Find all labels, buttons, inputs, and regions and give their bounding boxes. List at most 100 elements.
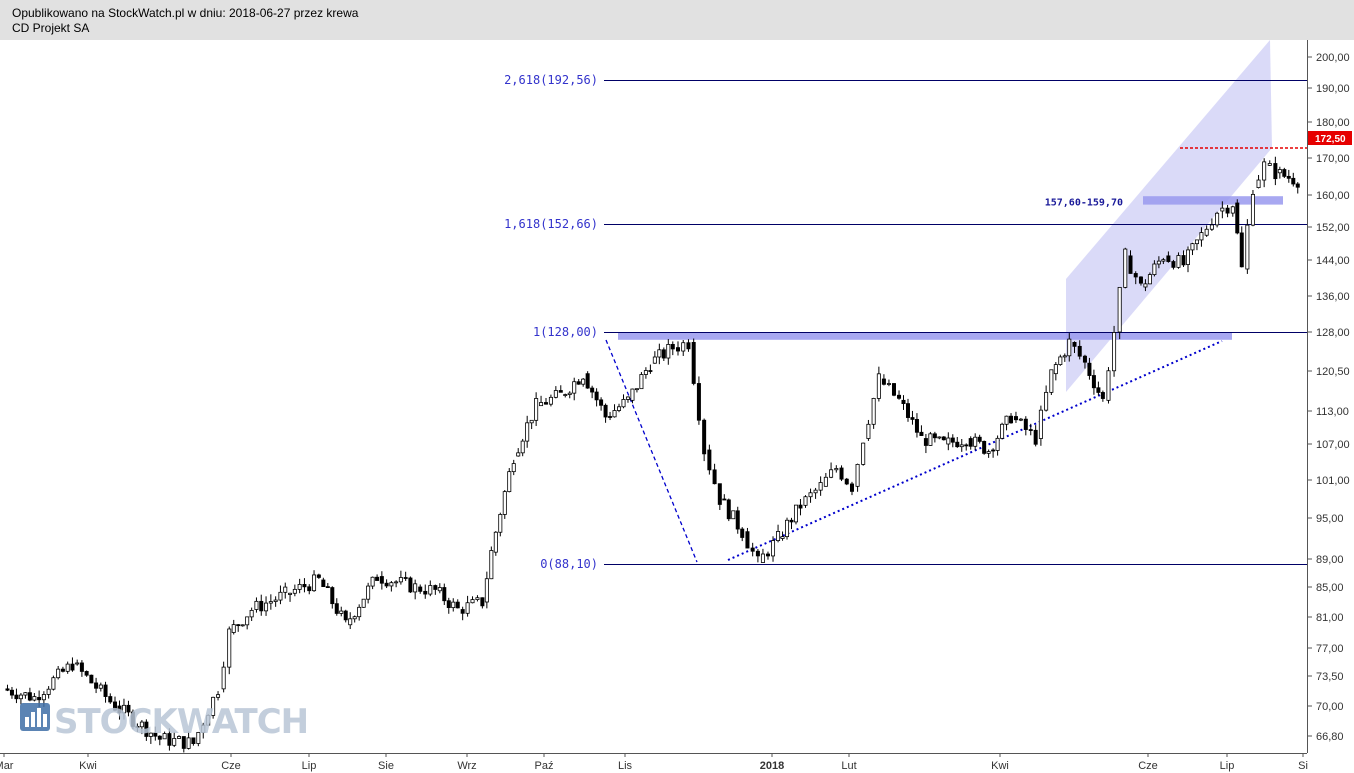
candle-body (1291, 177, 1296, 185)
candle-body (227, 628, 232, 668)
candle-body (964, 444, 969, 447)
y-tick-label: 73,50 (1316, 671, 1344, 683)
candle-body (18, 694, 23, 700)
y-tick-label: 144,00 (1316, 255, 1350, 267)
candle-body (823, 476, 828, 487)
price-tag-layer: 172,50 (1180, 131, 1352, 149)
candle-body (1028, 429, 1033, 431)
candle-body (1143, 283, 1148, 288)
price-channel (1066, 40, 1272, 392)
candle-body (755, 550, 760, 557)
x-tick-label: Sie (378, 760, 394, 772)
candle-body (760, 553, 765, 563)
candle-body (1147, 274, 1152, 285)
candle-body (273, 599, 278, 602)
x-tick-label: Kwi (991, 760, 1009, 772)
y-tick-label: 190,00 (1316, 83, 1350, 95)
x-tick-label: Lis (618, 760, 633, 772)
candle-body (612, 410, 617, 418)
y-tick-label: 81,00 (1316, 612, 1344, 624)
candle-body (1277, 169, 1282, 174)
candle-body (41, 694, 46, 701)
candle-body (1171, 261, 1176, 268)
candle-body (572, 381, 577, 394)
candle-body (172, 738, 177, 746)
candle-body (1156, 260, 1161, 265)
candle-body (1194, 239, 1199, 245)
x-tick-label: Lip (302, 760, 317, 772)
fib-level-label: 2,618(192,56) (504, 73, 598, 87)
candle-body (563, 394, 568, 396)
y-tick-label: 120,50 (1316, 366, 1350, 378)
candle-body (525, 422, 530, 442)
candle-body (264, 602, 269, 612)
candle-body (398, 577, 403, 583)
candle-body (330, 587, 335, 605)
candle-body (451, 601, 456, 609)
candle-body (625, 396, 630, 400)
watermark-text: STOCKWATCH (54, 702, 308, 742)
candle-body (75, 662, 80, 665)
candle-body (834, 468, 839, 471)
candle-body (245, 616, 250, 626)
candle-body (897, 394, 902, 399)
candle-body (1220, 207, 1225, 212)
candle-body (1250, 193, 1255, 226)
candle-body (553, 390, 558, 398)
candle-body (1038, 409, 1043, 439)
candle-body (1058, 356, 1063, 365)
candle-body (1190, 243, 1195, 251)
candle-body (798, 504, 803, 509)
candle-body (98, 684, 103, 689)
y-tick-label: 180,00 (1316, 117, 1350, 129)
candle-body (876, 373, 881, 399)
candle-body (1033, 429, 1038, 445)
candle-body (973, 436, 978, 447)
candle-body (1096, 387, 1101, 393)
x-tick-label: Mar (0, 760, 14, 772)
y-tick-label: 200,00 (1316, 52, 1350, 64)
candle-body (325, 586, 330, 589)
candle-body (470, 599, 475, 604)
candle-body (108, 696, 113, 703)
candle-body (1100, 392, 1105, 399)
fib-level-label: 0(88,10) (540, 557, 598, 571)
candle-body (648, 370, 653, 372)
candle-body (27, 692, 32, 701)
candle-body (914, 419, 919, 433)
candle-body (793, 504, 798, 523)
candle-body (1152, 263, 1157, 275)
y-tick-layer: 200,00 190,00 180,00 170,00 160,00 152,00 144,… (1307, 52, 1350, 743)
candle-body (955, 441, 960, 448)
candle-body (1235, 202, 1240, 234)
candle-body (928, 433, 933, 446)
candle-body (1087, 362, 1092, 376)
x-tick-label: 2018 (760, 760, 784, 772)
candle-body (881, 378, 886, 385)
candle-body (534, 398, 539, 421)
candle-body (1225, 207, 1230, 214)
candle-body (177, 736, 182, 739)
candle-body (46, 688, 51, 695)
candle-body (1091, 375, 1096, 389)
candle-body (460, 609, 465, 614)
candle-body (433, 585, 438, 590)
candle-body (343, 610, 348, 621)
x-tick-label: Cze (1138, 760, 1158, 772)
zone-layer: 157,60-159,70 (618, 196, 1283, 340)
candle-body (652, 356, 657, 364)
candle-body (418, 586, 423, 592)
candle-body (366, 585, 371, 600)
candle-body (581, 378, 586, 385)
candle-body (113, 701, 118, 711)
candle-body (849, 483, 854, 492)
candle-body (1273, 163, 1278, 180)
candle-body (1267, 163, 1272, 166)
candle-body (423, 590, 428, 595)
candle-body (498, 514, 503, 533)
candle-body (959, 444, 964, 448)
candle-body (1117, 286, 1122, 333)
y-tick-label: 101,00 (1316, 475, 1350, 487)
axis-layer (0, 40, 1308, 754)
candle-body (249, 609, 254, 618)
